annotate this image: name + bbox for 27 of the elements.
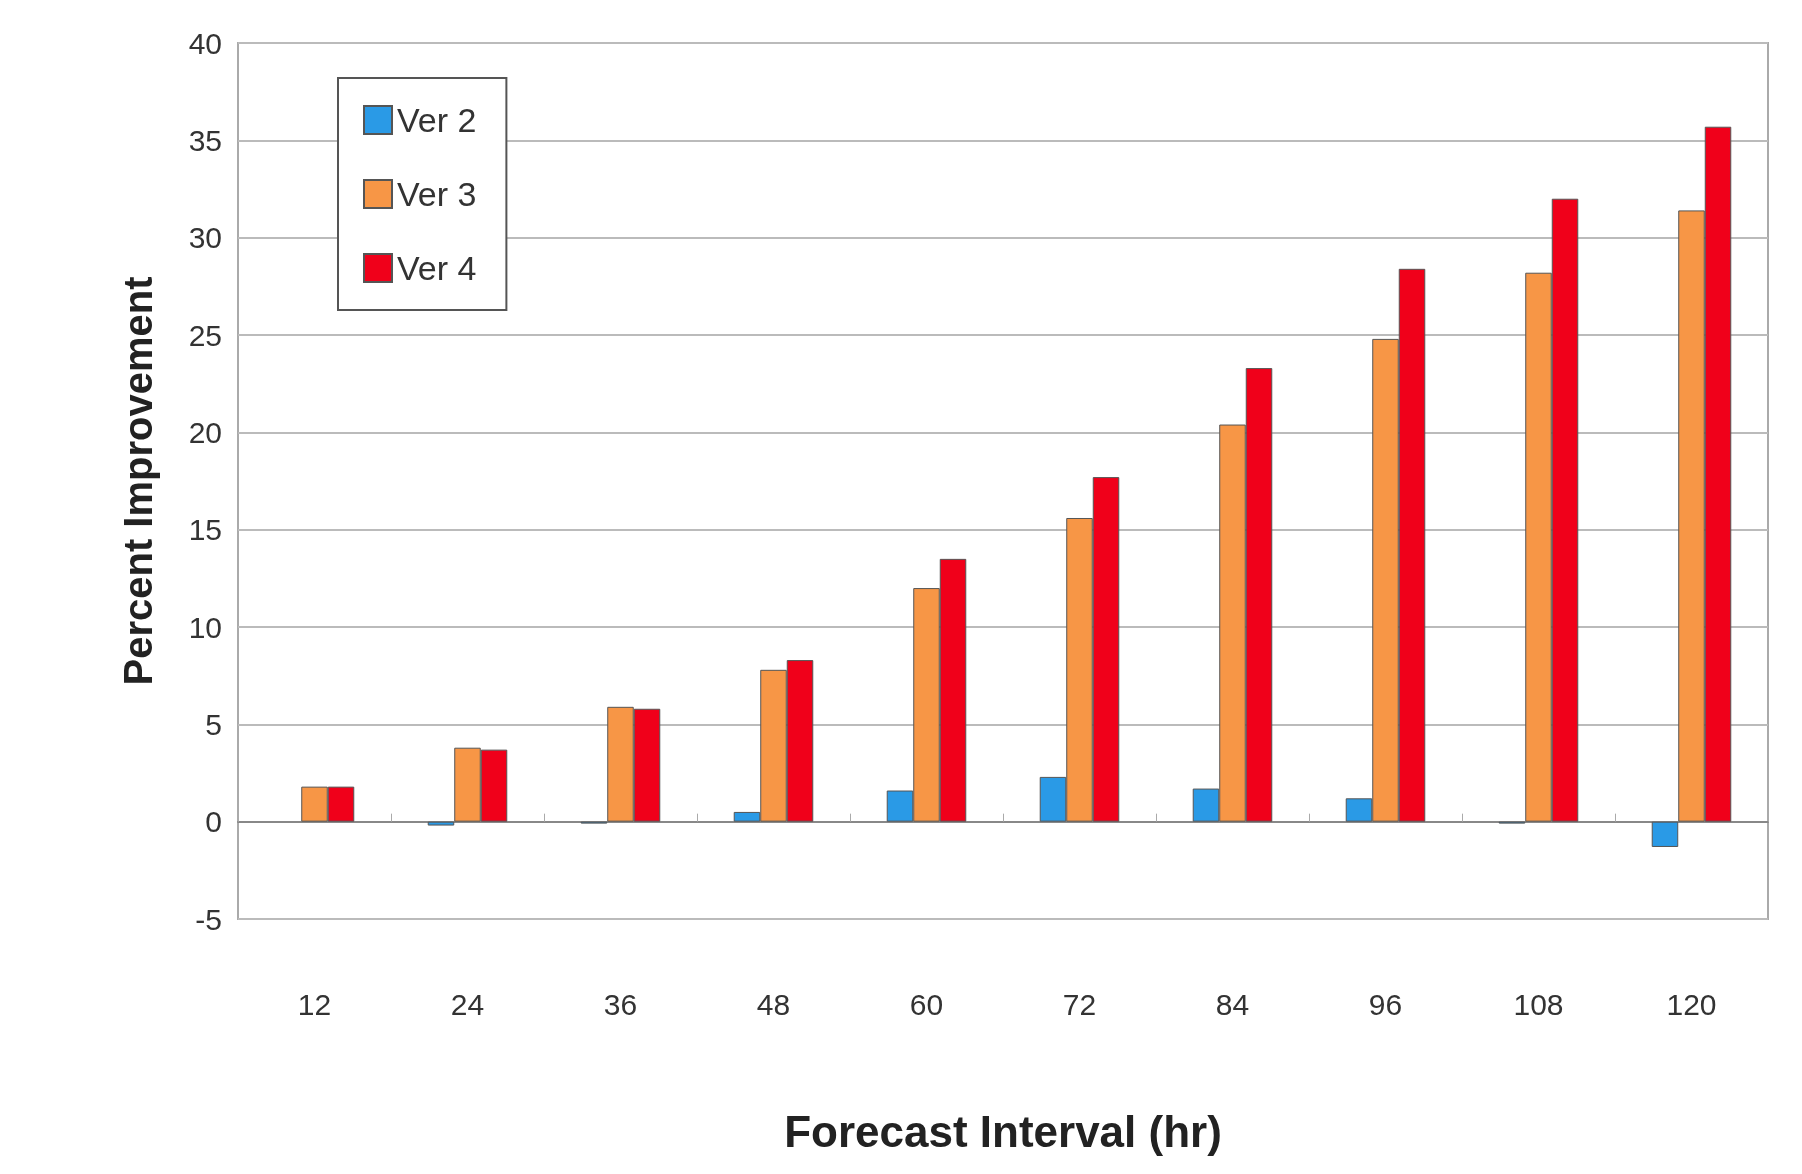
x-tick-label: 36 bbox=[603, 987, 638, 1021]
x-tick-label: 60 bbox=[909, 987, 944, 1021]
x-tick-label: 48 bbox=[756, 987, 791, 1021]
y-tick-label: 10 bbox=[188, 610, 222, 644]
y-tick-label: 15 bbox=[188, 513, 222, 547]
y-tick-label: 40 bbox=[188, 26, 222, 60]
x-tick-label: 108 bbox=[1513, 987, 1564, 1021]
y-tick-label: -5 bbox=[195, 902, 222, 936]
x-tick-label: 96 bbox=[1368, 987, 1403, 1021]
y-tick-label: 5 bbox=[205, 707, 222, 741]
x-tick-label: 12 bbox=[297, 987, 332, 1021]
x-tick-label: 72 bbox=[1062, 987, 1097, 1021]
legend-label: Ver 4 bbox=[397, 249, 477, 287]
x-tick-label: 84 bbox=[1215, 987, 1250, 1021]
y-tick-label: 0 bbox=[205, 805, 222, 839]
legend-label: Ver 3 bbox=[397, 175, 477, 213]
x-tick-label: 24 bbox=[450, 987, 485, 1021]
y-tick-label: 25 bbox=[188, 318, 222, 352]
y-axis-title: Percent Improvement bbox=[116, 276, 160, 686]
y-tick-label: 20 bbox=[188, 415, 222, 449]
bar bbox=[427, 821, 455, 826]
x-axis-title: Forecast Interval (hr) bbox=[784, 1106, 1222, 1156]
x-tick-label: 120 bbox=[1666, 987, 1717, 1021]
bar bbox=[1651, 821, 1679, 847]
legend-label: Ver 2 bbox=[397, 101, 477, 139]
y-tick-label: 35 bbox=[188, 123, 222, 157]
y-tick-label: 30 bbox=[188, 221, 222, 255]
